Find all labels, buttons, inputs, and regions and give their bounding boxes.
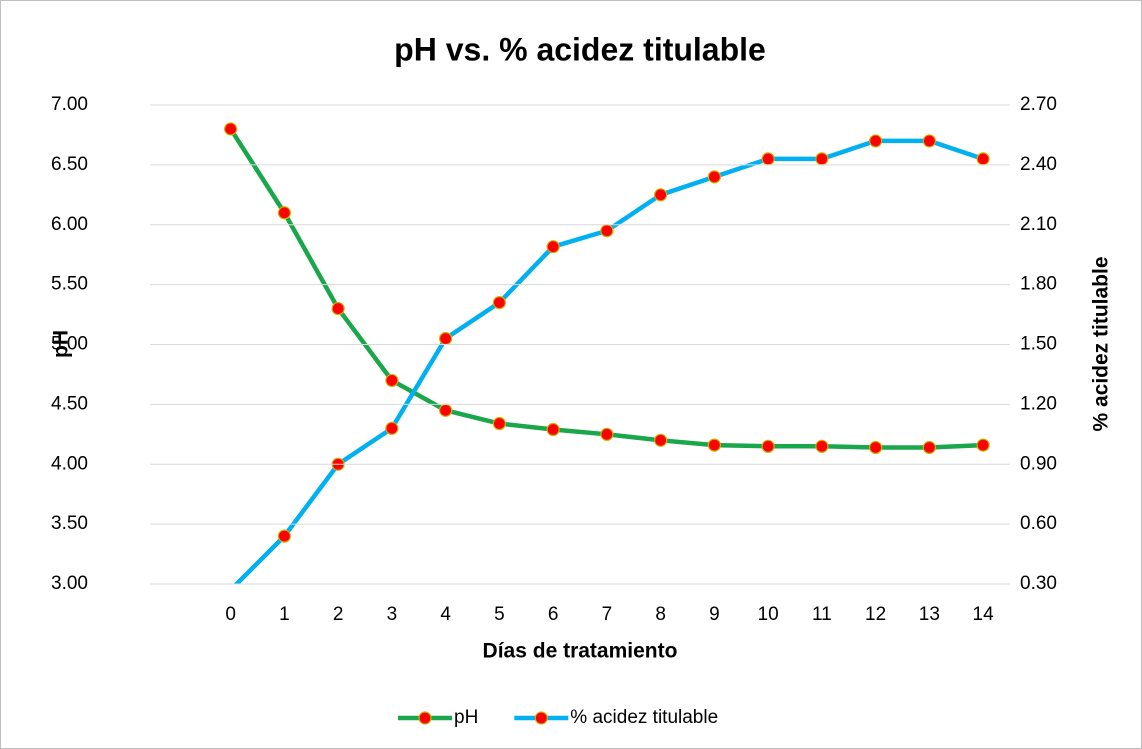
x-tick-label: 5 (494, 604, 505, 625)
y-tick-label: 3.00 (51, 573, 88, 594)
y2-tick-label: 0.60 (1020, 513, 1057, 534)
y2-axis-title: % acidez titulable (1090, 256, 1113, 431)
x-tick-label: 11 (812, 604, 832, 625)
data-point (546, 422, 560, 437)
data-point (654, 433, 668, 447)
y2-tick-label: 0.30 (1020, 573, 1057, 594)
data-point (815, 152, 829, 166)
x-tick-label: 9 (709, 604, 720, 625)
data-point (385, 373, 399, 388)
data-point (224, 122, 238, 136)
x-tick-label: 12 (865, 604, 886, 625)
legend-label: % acidez titulable (570, 707, 718, 728)
data-point (331, 301, 345, 316)
data-point (761, 152, 775, 166)
y-tick-label: 7.00 (51, 94, 88, 115)
data-point (546, 240, 560, 254)
x-tick-label: 0 (225, 604, 236, 625)
data-point (439, 403, 453, 417)
data-point (439, 331, 453, 346)
x-axis-title: Días de tratamiento (483, 640, 678, 663)
legend-label: pH (454, 707, 478, 728)
x-tick-label: 3 (387, 604, 398, 625)
y2-tick-label: 0.90 (1020, 453, 1057, 474)
x-tick-label: 10 (758, 604, 779, 625)
y2-tick-label: 1.50 (1020, 334, 1057, 355)
data-point (922, 440, 936, 455)
x-tick-label: 7 (602, 604, 613, 625)
x-tick-label: 1 (279, 604, 290, 625)
data-point (976, 152, 990, 166)
y-tick-label: 4.50 (51, 393, 88, 414)
data-point (976, 438, 990, 452)
chart-title: pH vs. % acidez titulable (394, 31, 766, 67)
data-point (385, 421, 399, 435)
y2-tick-label: 2.10 (1020, 214, 1057, 235)
y-axis-title: pH (50, 330, 73, 358)
plot-area (224, 122, 990, 584)
data-point (492, 416, 506, 431)
data-point (492, 295, 506, 310)
y2-tick-label: 2.70 (1020, 94, 1057, 115)
y-tick-label: 4.00 (51, 453, 88, 474)
data-point (600, 427, 614, 441)
data-point (277, 529, 291, 543)
y-tick-label: 6.50 (51, 154, 88, 175)
data-point (707, 438, 721, 452)
y2-tick-label: 1.80 (1020, 274, 1057, 295)
y-tick-label: 5.00 (51, 334, 88, 355)
y-tick-label: 3.50 (51, 513, 88, 534)
y-tick-label: 6.00 (51, 214, 88, 235)
x-tick-label: 14 (973, 604, 995, 625)
y-tick-label: 5.50 (51, 274, 88, 295)
x-tick-label: 2 (333, 604, 344, 625)
legend-marker (534, 711, 548, 725)
legend-marker (418, 711, 432, 725)
x-tick-label: 4 (440, 604, 451, 625)
x-tick-label: 13 (919, 604, 940, 625)
y2-tick-label: 2.40 (1020, 154, 1057, 175)
data-point (600, 224, 614, 238)
data-point (761, 439, 775, 453)
data-point (707, 170, 721, 184)
x-tick-label: 6 (548, 604, 559, 625)
data-point (654, 188, 668, 202)
data-point (869, 134, 883, 148)
x-tick-label: 8 (655, 604, 666, 625)
data-point (869, 440, 883, 455)
data-point (922, 134, 936, 148)
y2-tick-label: 1.20 (1020, 393, 1057, 414)
data-point (277, 206, 291, 220)
data-point (815, 439, 829, 453)
